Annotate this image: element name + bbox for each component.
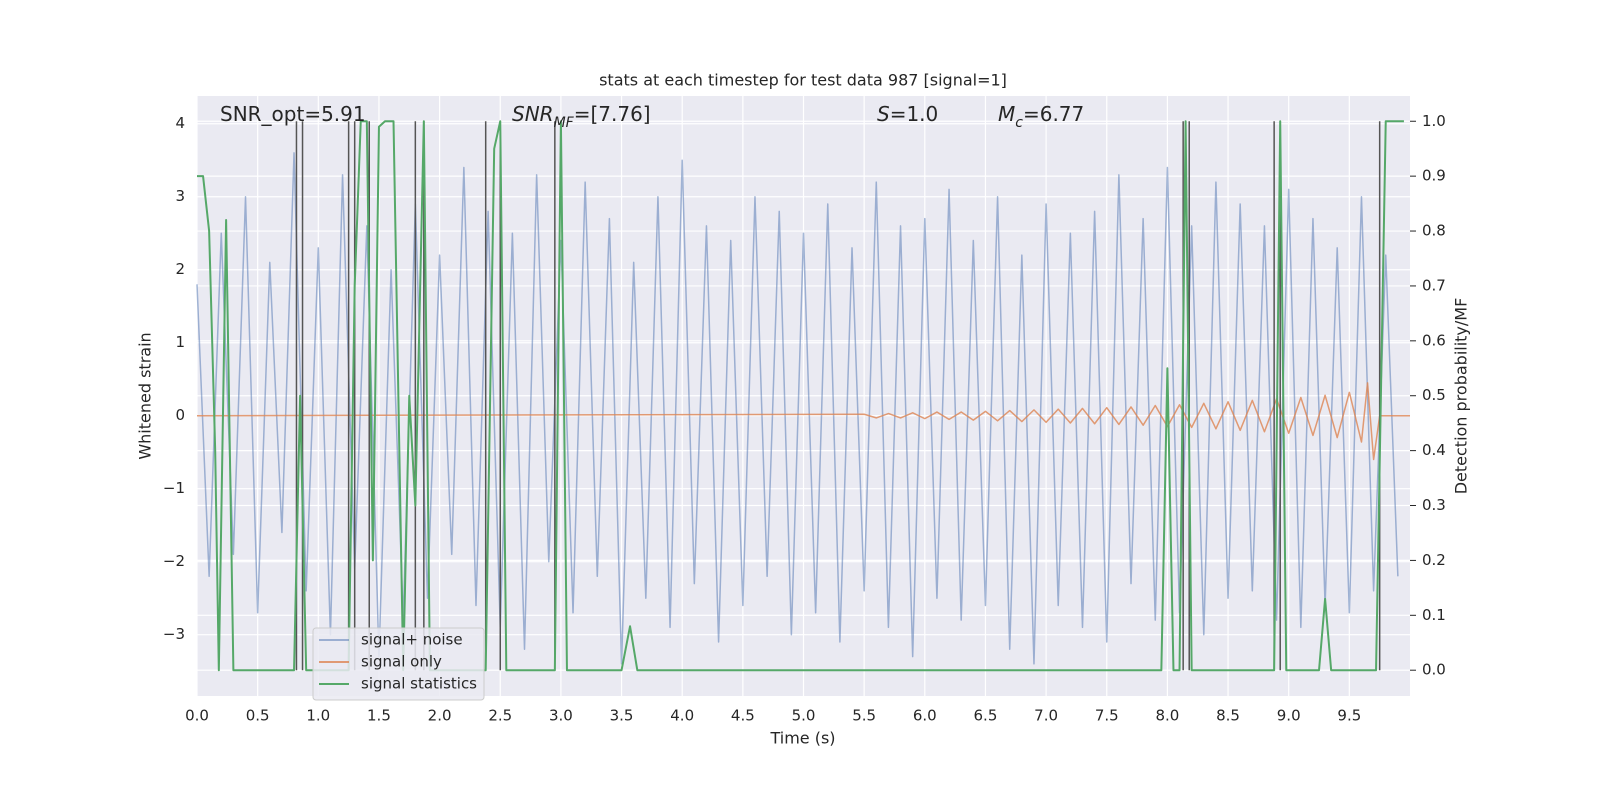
annotation-symbol: SNR (512, 102, 554, 126)
y2-axis-label: Detection probability/MF (1452, 298, 1471, 495)
x-tick-label: 5.0 (792, 707, 816, 725)
series-line (197, 120, 1404, 672)
x-tick-label: 9.5 (1337, 707, 1361, 725)
y-tick-label: −3 (163, 625, 185, 643)
annotation-subscript: MF (554, 115, 575, 131)
x-tick-label: 9.0 (1277, 707, 1301, 725)
x-tick-label: 2.0 (428, 707, 452, 725)
y2-tick-label: 0.0 (1422, 661, 1446, 679)
y2-tick-label: 0.2 (1422, 551, 1446, 569)
y-tick-label: 4 (175, 114, 185, 132)
y2-tick-label: 0.9 (1422, 167, 1446, 185)
y2-tick-label: 0.3 (1422, 496, 1446, 514)
y-tick-label: −1 (163, 479, 185, 497)
annotation: SNR_opt=5.91 (220, 102, 366, 126)
annotation-text: =1.0 (890, 102, 939, 126)
y2-tick-label: 0.4 (1422, 441, 1446, 459)
x-tick-label: 3.0 (549, 707, 573, 725)
y2-tick-label: 0.1 (1422, 606, 1446, 624)
x-tick-label: 1.0 (306, 707, 330, 725)
x-tick-label: 1.5 (367, 707, 391, 725)
y2-tick-label: 0.8 (1422, 222, 1446, 240)
annotation-text: =6.77 (1023, 102, 1084, 126)
y2-tick-label: 0.5 (1422, 386, 1446, 404)
y-tick-label: 3 (175, 187, 185, 205)
annotation: S=1.0 (877, 102, 938, 126)
y-tick-label: 2 (175, 260, 185, 278)
y2-tick-label: 0.6 (1422, 331, 1446, 349)
series-line (196, 382, 1410, 461)
legend-label: signal statistics (361, 675, 477, 693)
x-tick-label: 0.0 (185, 707, 209, 725)
x-tick-label: 5.5 (852, 707, 876, 725)
chart-title: stats at each timestep for test data 987… (599, 71, 1007, 90)
x-tick-label: 8.5 (1216, 707, 1240, 725)
annotation-subscript: c (1015, 115, 1023, 131)
annotation-symbol: S (877, 102, 890, 126)
y2-tick-label: 1.0 (1422, 112, 1446, 130)
x-tick-label: 4.5 (731, 707, 755, 725)
y-axis-label: Whitened strain (136, 332, 155, 459)
x-tick-label: 6.5 (974, 707, 998, 725)
legend-label: signal only (361, 653, 442, 671)
annotation-text: SNR_opt=5.91 (220, 102, 366, 126)
x-tick-label: 2.5 (488, 707, 512, 725)
x-tick-label: 0.5 (246, 707, 270, 725)
x-tick-label: 8.0 (1155, 707, 1179, 725)
x-axis-label: Time (s) (769, 729, 835, 748)
y-tick-label: 0 (175, 406, 185, 424)
x-tick-label: 3.5 (610, 707, 634, 725)
x-tick-label: 7.0 (1034, 707, 1058, 725)
x-tick-label: 7.5 (1095, 707, 1119, 725)
y2-tick-label: 0.7 (1422, 276, 1446, 294)
legend-label: signal+ noise (361, 631, 463, 649)
y-tick-label: 1 (175, 333, 185, 351)
y-tick-label: −2 (163, 552, 185, 570)
x-tick-label: 4.0 (670, 707, 694, 725)
annotation-symbol: M (998, 102, 1015, 126)
legend-box (312, 627, 485, 701)
series-line (196, 152, 1399, 665)
annotation: SNRMF=[7.76] (512, 102, 651, 132)
annotation: Mc=6.77 (998, 102, 1084, 132)
x-tick-label: 6.0 (913, 707, 937, 725)
annotation-text: =[7.76] (574, 102, 651, 126)
